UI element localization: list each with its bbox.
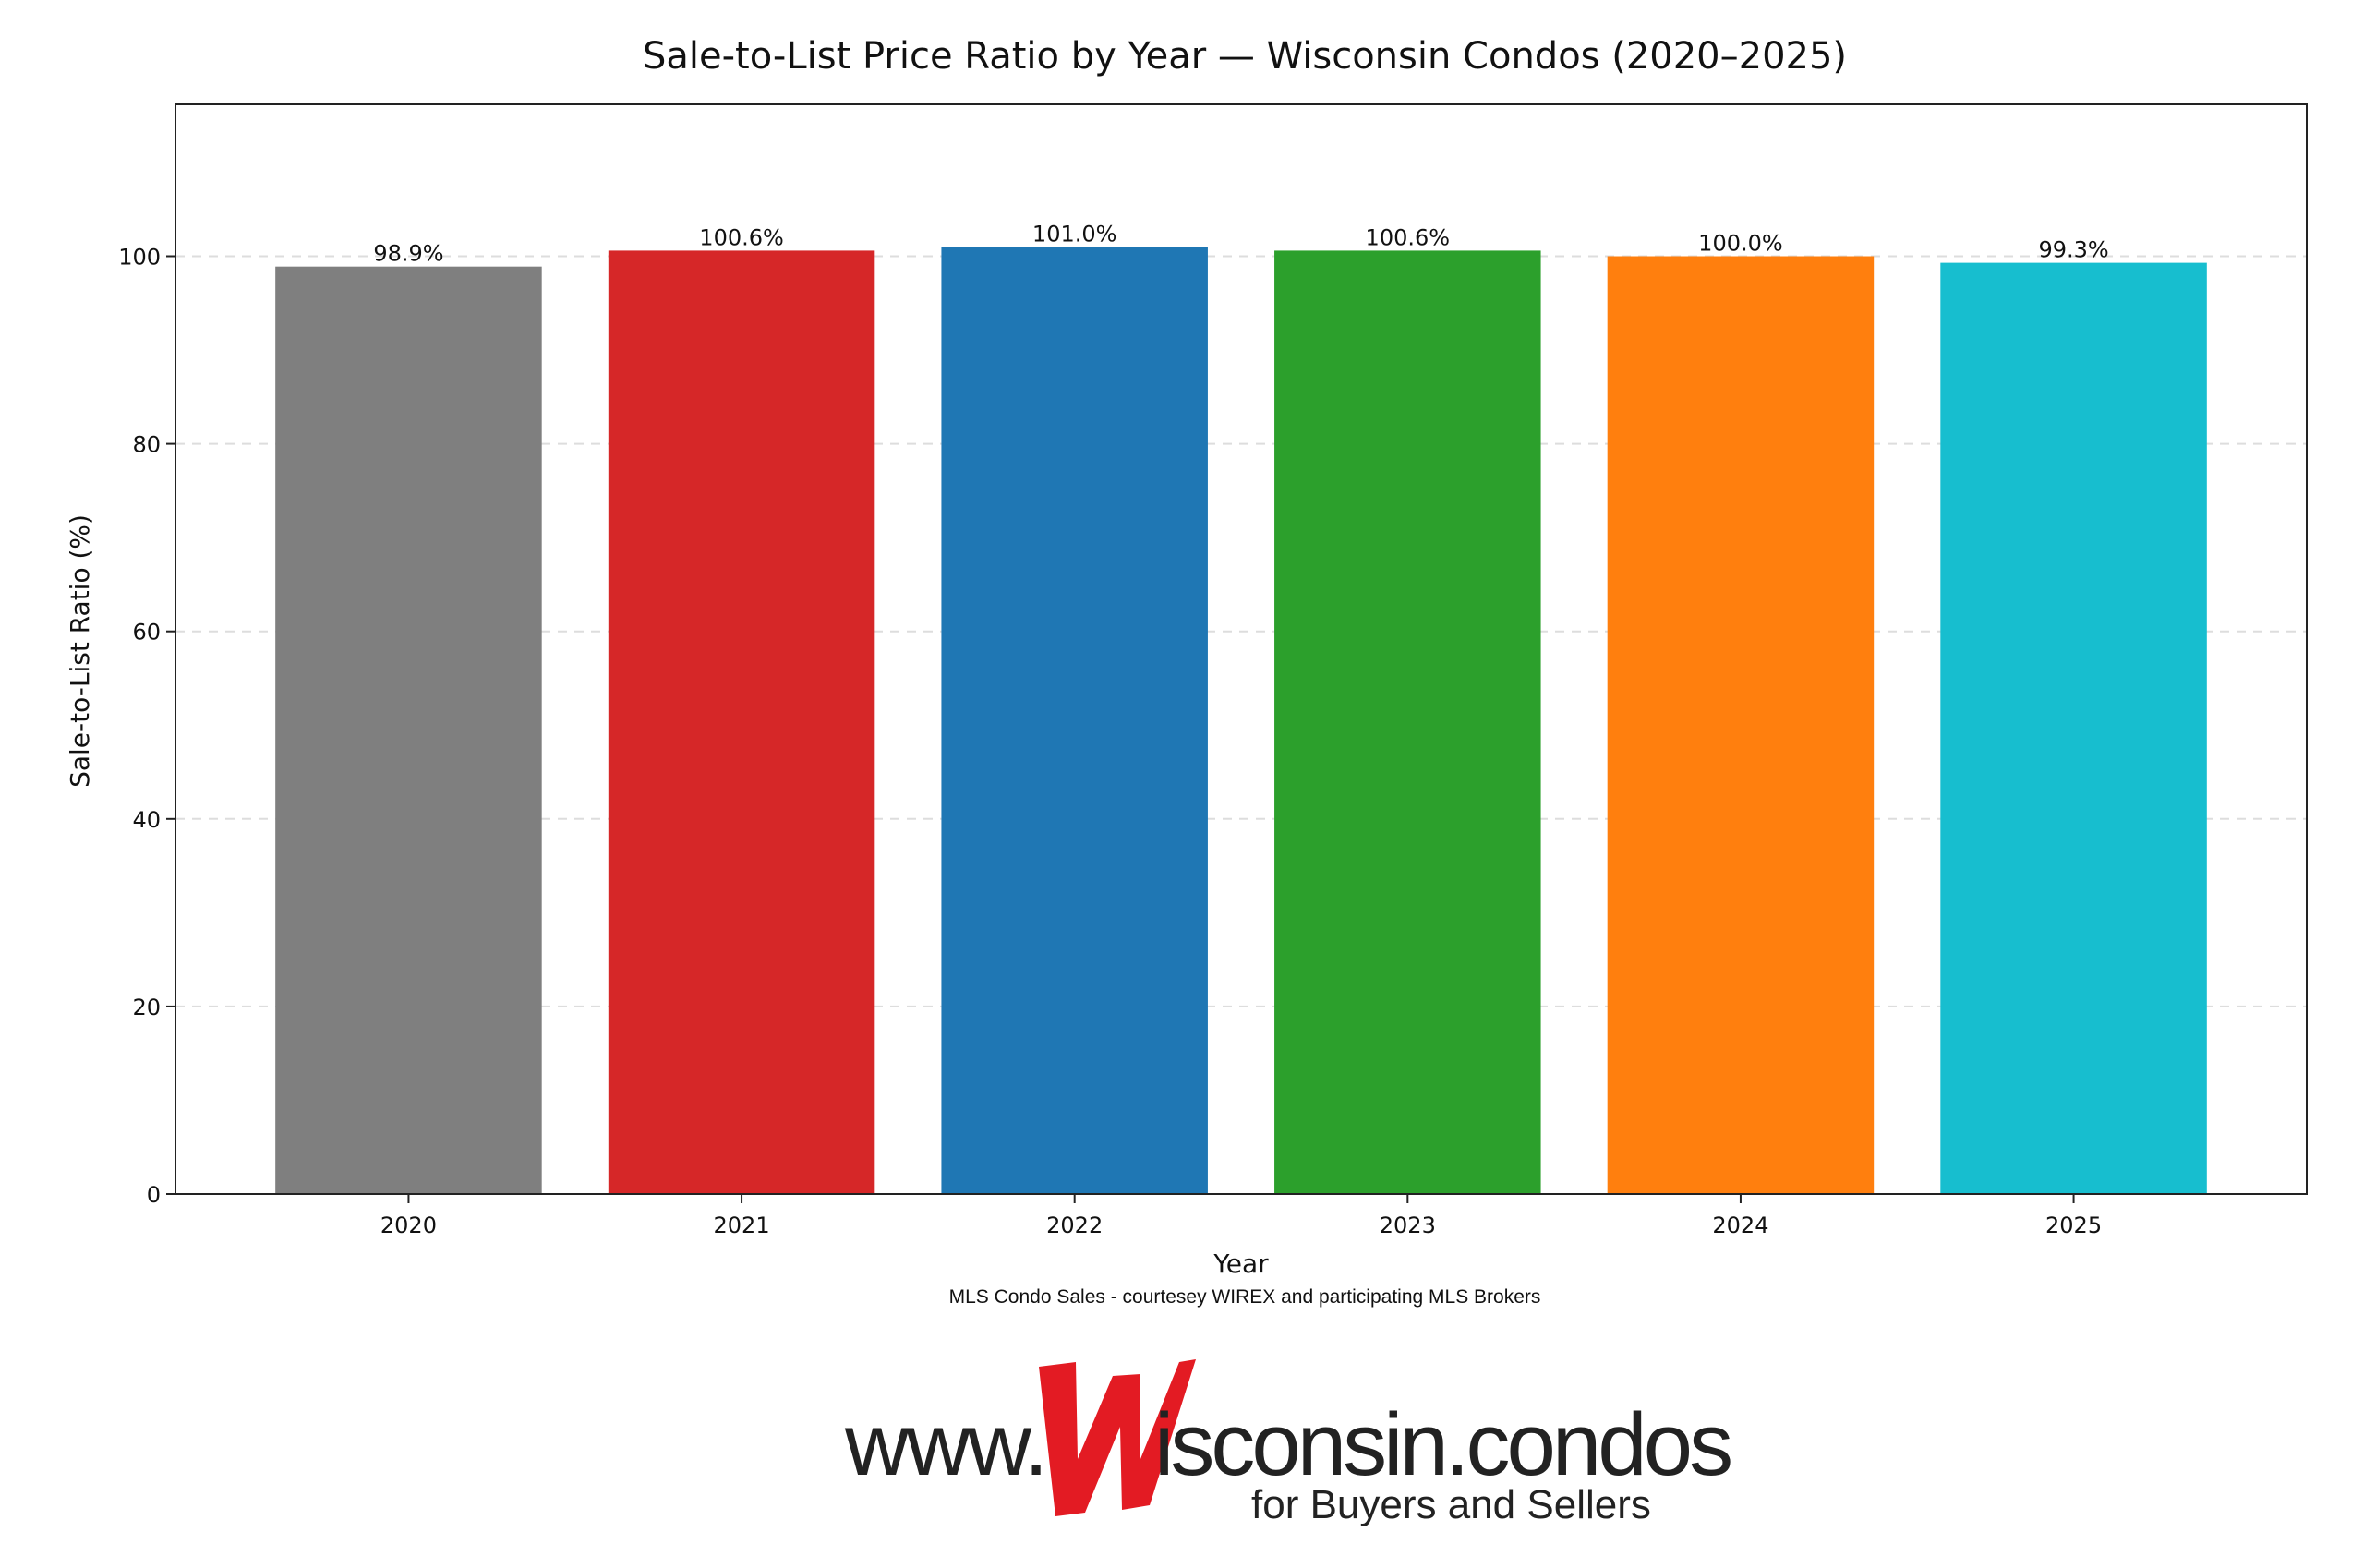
logo-w-mark bbox=[1039, 1359, 1196, 1516]
x-tick-label: 2025 bbox=[2045, 1212, 2102, 1238]
bar-2024 bbox=[1607, 256, 1875, 1194]
bar-2023 bbox=[1274, 250, 1541, 1195]
x-axis-label: Year bbox=[1212, 1248, 1269, 1279]
x-tick-label: 2024 bbox=[1712, 1212, 1768, 1238]
bar-2022 bbox=[941, 247, 1208, 1195]
y-tick-label: 80 bbox=[132, 432, 161, 458]
bar-2025 bbox=[1940, 262, 2207, 1194]
y-tick-label: 0 bbox=[147, 1182, 161, 1208]
data-label: 98.9% bbox=[373, 241, 443, 267]
data-label: 101.0% bbox=[1032, 221, 1117, 247]
logo-suffix: isconsin.condos bbox=[1154, 1395, 1733, 1494]
x-tick-label: 2020 bbox=[380, 1212, 437, 1238]
y-axis-label: Sale-to-List Ratio (%) bbox=[65, 514, 95, 788]
x-tick-label: 2023 bbox=[1380, 1212, 1436, 1238]
y-tick-label: 100 bbox=[118, 245, 161, 271]
axes: 0 20 40 60 80 100 2020 2021 2022 2023 2024 2025 bbox=[118, 245, 2102, 1238]
y-tick-label: 60 bbox=[132, 620, 161, 645]
y-tick-label: 40 bbox=[132, 807, 161, 833]
bar-2020 bbox=[275, 266, 542, 1194]
logo-prefix: www. bbox=[845, 1395, 1048, 1494]
wisconsin-condos-logo: www. isconsin.condos for Buyers and Sell… bbox=[0, 1330, 2364, 1561]
data-label: 100.6% bbox=[1366, 224, 1451, 250]
x-tick-label: 2022 bbox=[1046, 1212, 1103, 1238]
bars: 98.9% 100.6% 101.0% 100.6% 100.0% 99.3% bbox=[275, 221, 2207, 1195]
x-tick-label: 2021 bbox=[714, 1212, 770, 1238]
chart-title: Sale-to-List Price Ratio by Year — Wisco… bbox=[643, 35, 1847, 78]
y-tick-label: 20 bbox=[132, 995, 161, 1020]
logo-tagline: for Buyers and Sellers bbox=[1251, 1482, 1651, 1527]
bar-2021 bbox=[608, 250, 875, 1195]
data-label: 100.6% bbox=[699, 224, 784, 250]
source-caption: MLS Condo Sales - courtesey WIREX and pa… bbox=[949, 1286, 1541, 1308]
data-label: 100.0% bbox=[1698, 231, 1783, 257]
plot-frame bbox=[175, 103, 2308, 1195]
data-label: 99.3% bbox=[2038, 237, 2108, 263]
chart-svg: Sale-to-List Price Ratio by Year — Wisco… bbox=[65, 35, 2308, 1308]
